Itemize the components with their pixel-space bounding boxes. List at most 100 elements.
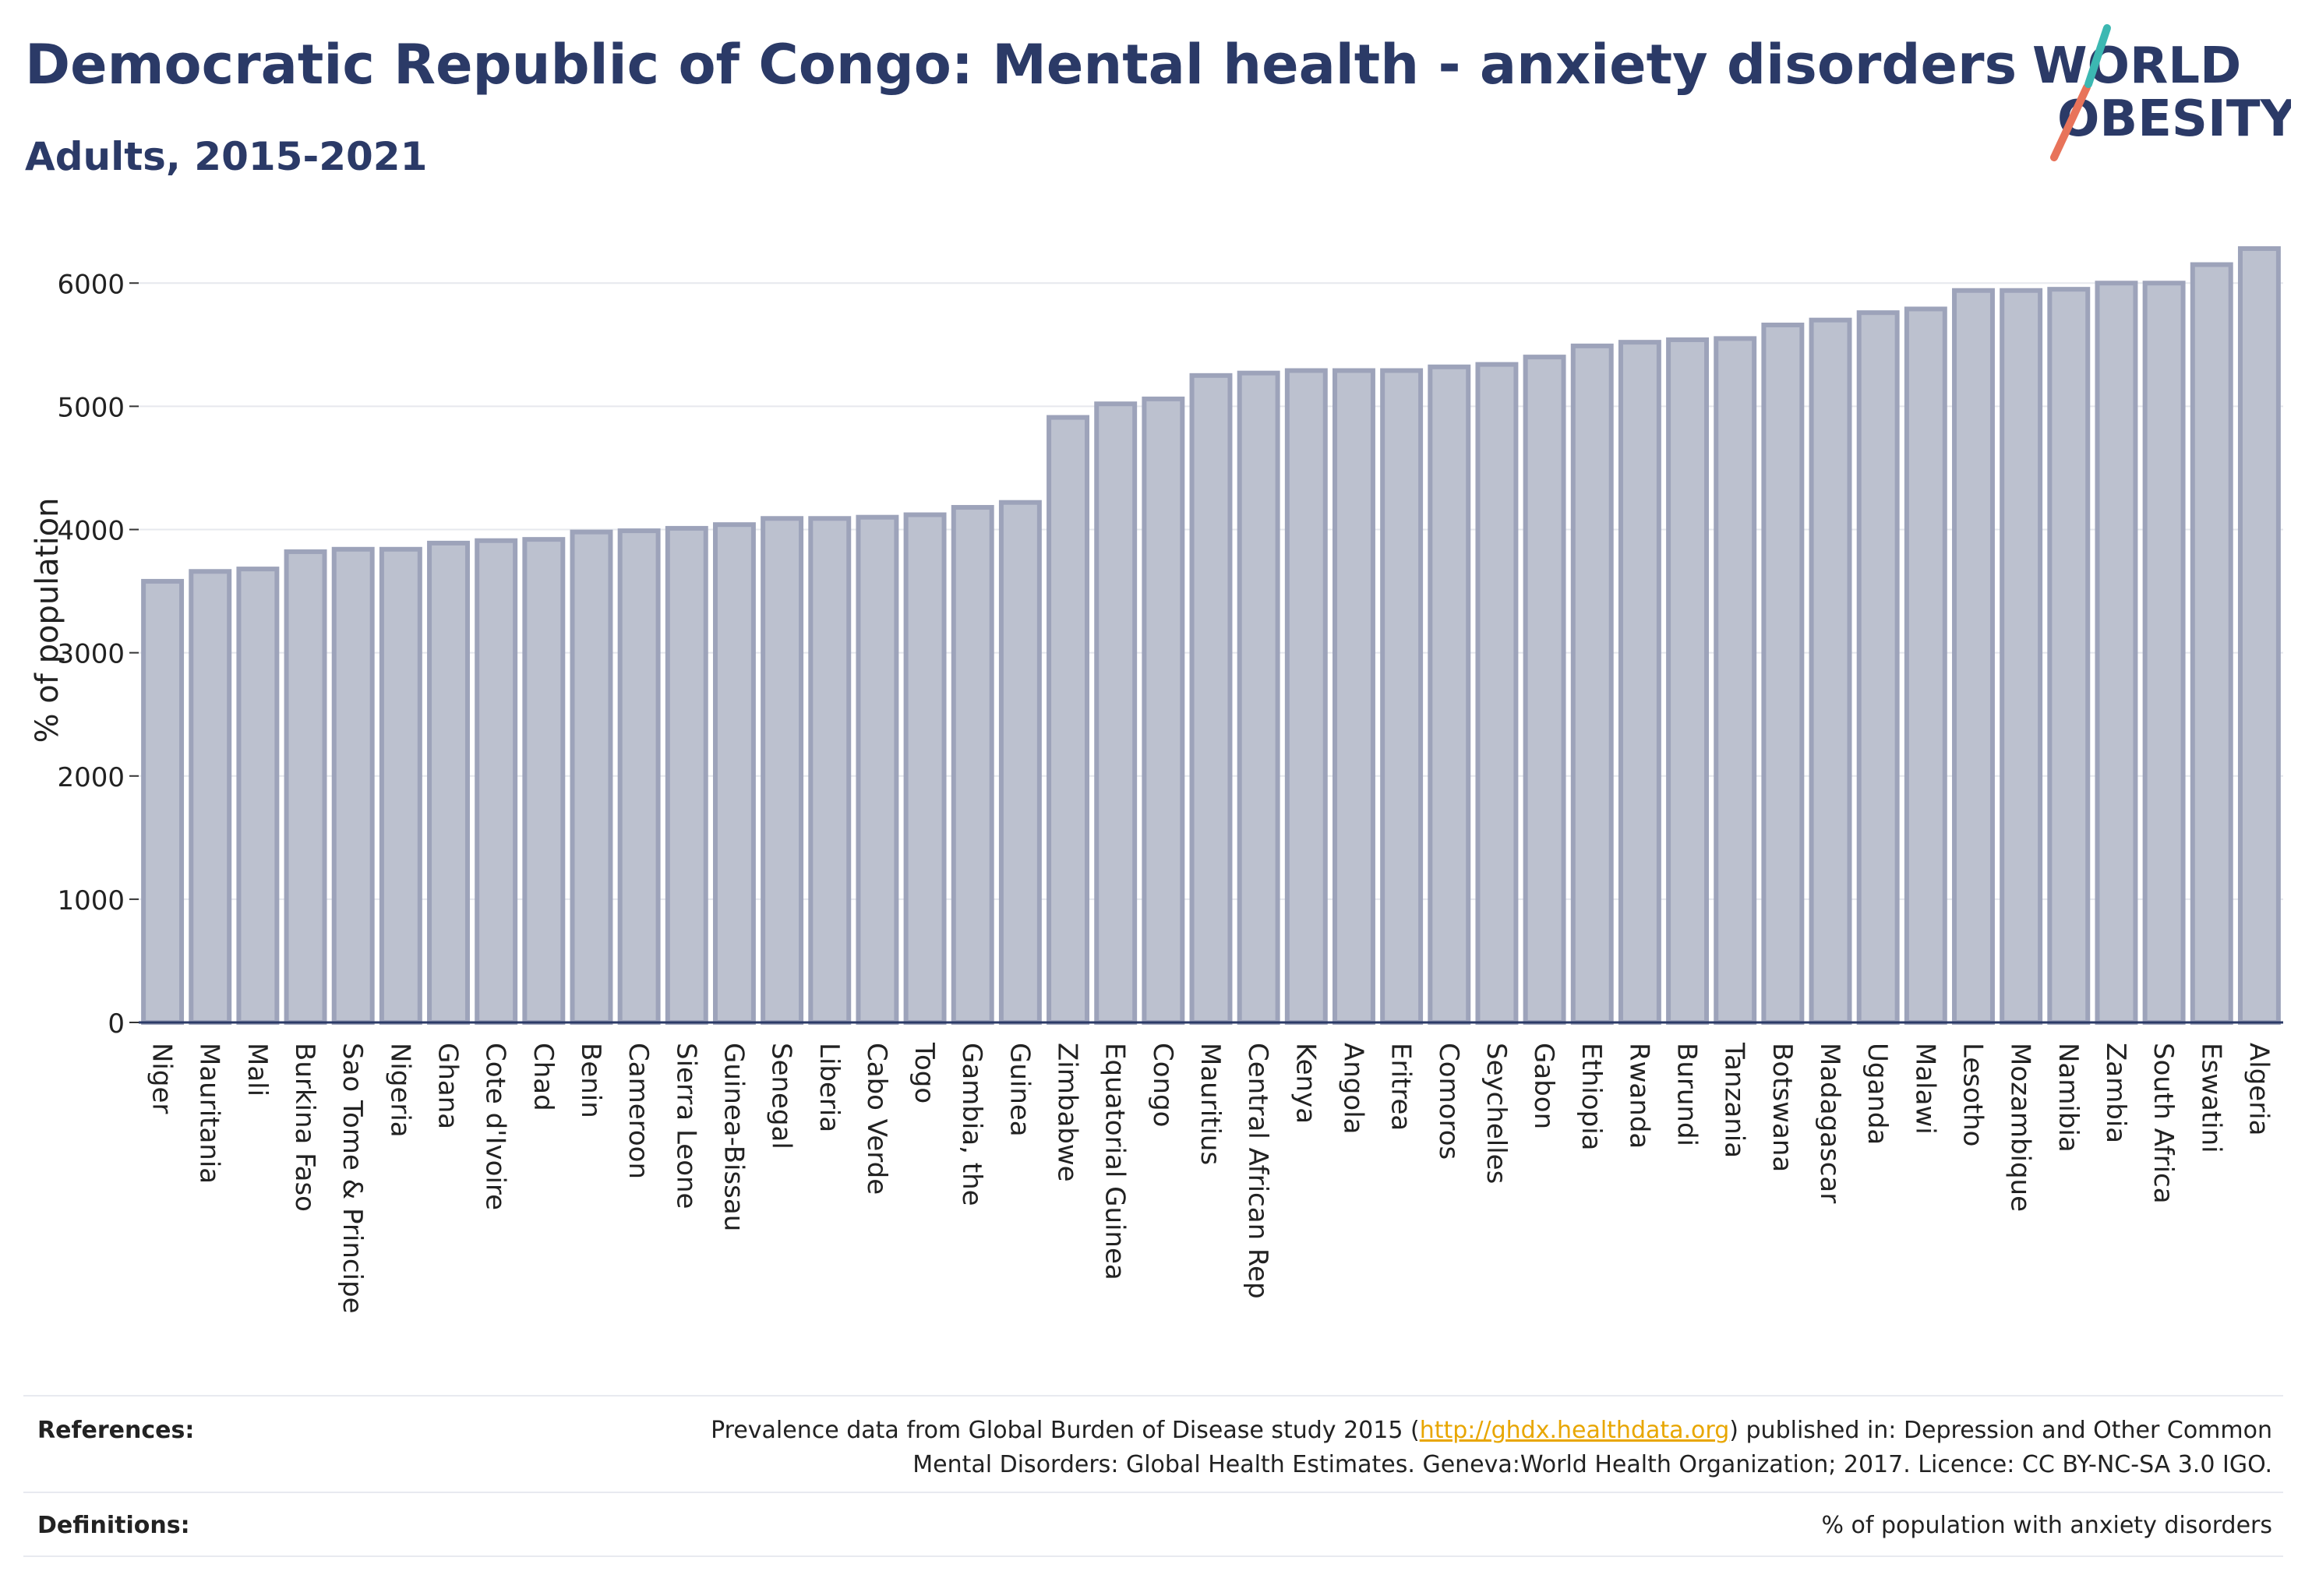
bar [1189, 373, 1233, 1025]
x-tick-label: Burkina Faso [289, 1043, 320, 1212]
bar [570, 529, 613, 1025]
x-tick-label: Nigeria [384, 1043, 415, 1138]
x-tick-label: Burundi [1671, 1043, 1703, 1146]
bar [1333, 368, 1375, 1025]
bar [712, 522, 756, 1025]
x-tick-label: Mauritius [1195, 1043, 1226, 1165]
logo-slash-coral [2050, 83, 2091, 161]
bar [522, 537, 566, 1025]
world-obesity-logo: WORLD OBESITY [2032, 24, 2291, 161]
bar [1904, 306, 1947, 1025]
definitions-row: Definitions: % of population with anxiet… [23, 1492, 2283, 1557]
x-tick-label: Chad [528, 1043, 559, 1111]
x-tick-label: Togo [909, 1042, 940, 1103]
bar [141, 578, 185, 1025]
bar [2142, 281, 2186, 1025]
x-tick-label: Zambia [2100, 1043, 2131, 1143]
bar [236, 567, 280, 1025]
bar [2237, 245, 2281, 1026]
x-tick-label: Cameroon [623, 1043, 654, 1179]
bar [1809, 317, 1852, 1025]
x-tick-label: Congo [1147, 1043, 1178, 1127]
bar [1380, 368, 1424, 1025]
definitions-text: % of population with anxiety disorders [1821, 1512, 2272, 1539]
x-tick-label: Mauritania [194, 1043, 225, 1184]
bar [903, 512, 947, 1025]
x-tick-label: Angola [1337, 1043, 1368, 1134]
x-tick-label: Rwanda [1623, 1043, 1654, 1149]
bar-chart: 0 1000 2000 3000 4000 5000 6000 % of population… [30, 245, 2283, 1314]
bar [475, 538, 518, 1025]
x-tick-label: Ethiopia [1576, 1043, 1607, 1150]
x-tick-label: Eritrea [1385, 1043, 1417, 1131]
x-tick-label: Eswatini [2195, 1043, 2226, 1153]
references-suffix: ) published in: Depression and Other Com… [1729, 1417, 2272, 1444]
references-label: References: [37, 1417, 195, 1444]
bar [1523, 355, 1566, 1025]
bar [1761, 323, 1805, 1025]
x-tick-label: South Africa [2148, 1043, 2179, 1204]
x-tick-label: Central African Rep [1242, 1043, 1273, 1299]
x-tick-label: Benin [575, 1043, 606, 1118]
y-tick-label: 1000 [57, 885, 125, 916]
x-tick-label: Namibia [2053, 1043, 2084, 1153]
bar [379, 546, 422, 1025]
chart-subtitle: Adults, 2015-2021 [25, 134, 428, 179]
y-tick-label: 5000 [57, 392, 125, 423]
references-prefix: Prevalence data from Global Burden of Di… [711, 1417, 1420, 1444]
x-tick-label: Cote d'Ivoire [480, 1043, 511, 1210]
bar [1142, 396, 1185, 1025]
bar [1428, 364, 1471, 1025]
x-tick-label: Malawi [1909, 1043, 1940, 1135]
bar [761, 516, 804, 1025]
bar [808, 516, 852, 1025]
bar [2000, 288, 2043, 1025]
bar [2190, 262, 2233, 1025]
y-tick-label: 0 [108, 1008, 125, 1040]
bar [998, 500, 1042, 1025]
bar [1047, 415, 1089, 1025]
x-tick-label: Niger [146, 1043, 178, 1114]
x-tick-label: Seychelles [1481, 1043, 1512, 1184]
x-tick-label: Sierra Leone [670, 1043, 701, 1209]
bar [1666, 337, 1710, 1025]
x-tick-label: Lesotho [1957, 1043, 1988, 1146]
y-axis-label: % of population [30, 498, 65, 743]
x-tick-label: Botswana [1767, 1043, 1798, 1172]
references-text: Prevalence data from Global Burden of Di… [711, 1414, 2272, 1482]
y-tick-label: 3000 [57, 639, 125, 670]
bar [1284, 368, 1328, 1025]
x-tick-label: Tanzania [1719, 1042, 1750, 1158]
x-tick-label: Ghana [432, 1043, 464, 1129]
x-tick-label: Zimbabwe [1052, 1043, 1083, 1182]
x-tick-label: Sao Tome & Principe [337, 1043, 368, 1314]
x-tick-label: Algeria [2243, 1043, 2274, 1135]
bar [1952, 288, 1995, 1025]
references-panel: References: Prevalence data from Global … [23, 1395, 2283, 1557]
x-tick-label: Guinea [1004, 1043, 1035, 1137]
references-row: References: Prevalence data from Global … [23, 1395, 2283, 1488]
bar [331, 546, 375, 1025]
x-tick-label: Gambia, the [956, 1043, 987, 1206]
bar [856, 514, 899, 1025]
bar [1475, 362, 1519, 1025]
bar [1714, 336, 1757, 1025]
x-tick-label: Liberia [814, 1043, 845, 1132]
logo-slash-teal [2084, 24, 2111, 88]
bar [665, 525, 708, 1025]
x-tick-label: Comoros [1433, 1043, 1464, 1160]
bar [2095, 281, 2138, 1025]
y-tick-label: 4000 [57, 516, 125, 547]
logo-word-world: WORLD [2032, 37, 2241, 95]
references-link[interactable]: http://ghdx.healthdata.org [1419, 1417, 1730, 1444]
bar [1570, 343, 1614, 1025]
bar [1856, 310, 1900, 1025]
x-tick-label: Guinea-Bissau [718, 1043, 749, 1231]
bar [951, 505, 994, 1025]
bar [1237, 370, 1280, 1025]
references-line2: Mental Disorders: Global Health Estimate… [912, 1451, 2272, 1478]
x-tick-label: Kenya [1290, 1043, 1321, 1124]
x-tick-label: Mozambique [2005, 1043, 2036, 1212]
y-tick-label: 6000 [57, 269, 125, 300]
bar [189, 569, 232, 1025]
